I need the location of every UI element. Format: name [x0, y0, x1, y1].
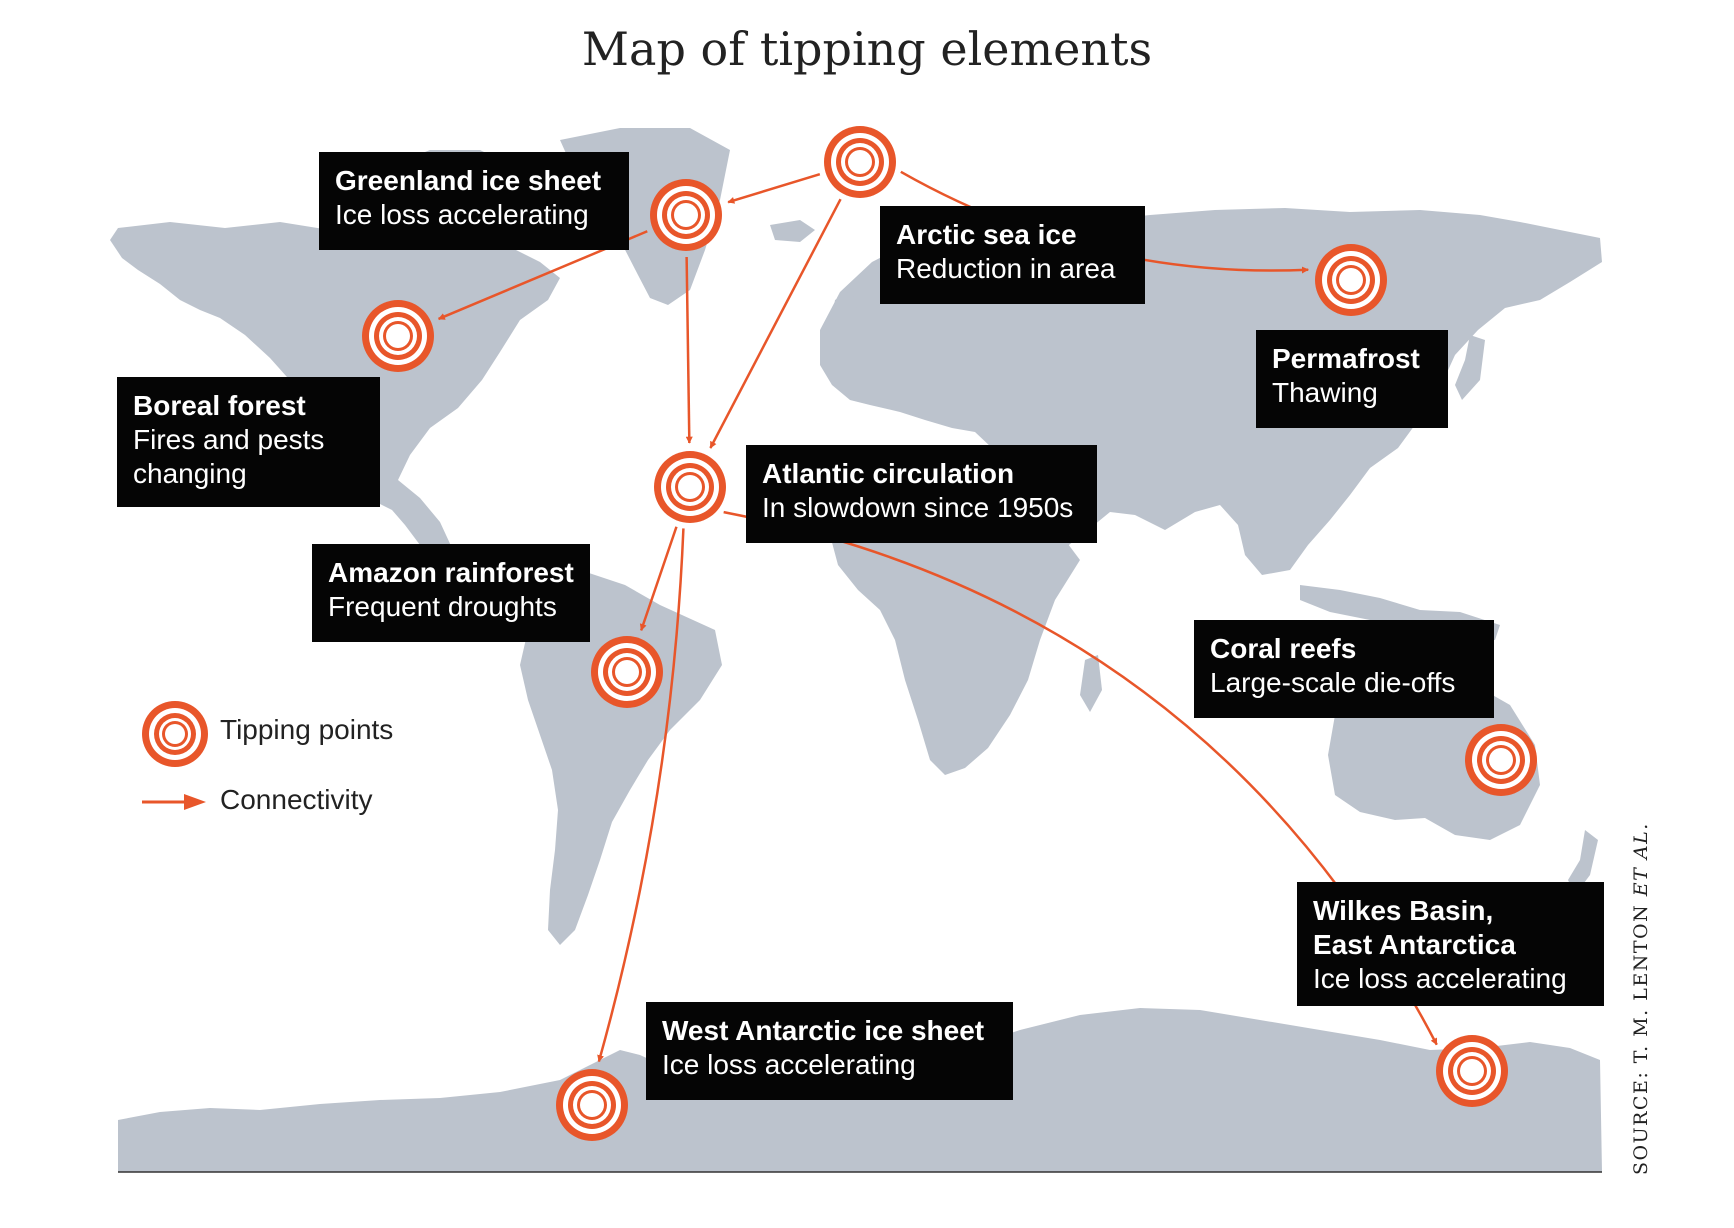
marker-arctic-sea-ice	[824, 126, 896, 198]
land-south-america	[520, 570, 722, 945]
label-subtitle: Frequent droughts	[328, 591, 557, 622]
label-greenland-ice-sheet: Greenland ice sheet Ice loss acceleratin…	[319, 152, 629, 250]
label-permafrost: Permafrost Thawing	[1256, 330, 1448, 428]
label-title-line-2: East Antarctica	[1313, 929, 1516, 960]
legend-arrow-icon	[142, 794, 206, 810]
label-subtitle: Large-scale die-offs	[1210, 667, 1456, 698]
label-subtitle: Reduction in area	[896, 253, 1116, 284]
label-subtitle-line-2: changing	[133, 458, 247, 489]
label-subtitle: In slowdown since 1950s	[762, 492, 1074, 523]
label-title: Arctic sea ice	[896, 219, 1077, 250]
marker-permafrost	[1315, 244, 1387, 316]
label-arctic-sea-ice: Arctic sea ice Reduction in area	[880, 206, 1145, 304]
land-australia	[1328, 682, 1540, 840]
land-iceland	[770, 220, 815, 242]
land-uk	[832, 290, 858, 330]
label-wilkes-basin: Wilkes Basin, East Antarctica Ice loss a…	[1297, 882, 1604, 1006]
marker-coral-reefs	[1465, 724, 1537, 796]
marker-wilkes-basin-east-antarctica	[1436, 1035, 1508, 1107]
marker-boreal-forest	[362, 300, 434, 372]
label-title: West Antarctic ice sheet	[662, 1015, 985, 1046]
label-subtitle: Ice loss accelerating	[335, 199, 589, 230]
label-title: Atlantic circulation	[762, 458, 1015, 489]
marker-greenland-ice-sheet	[650, 179, 722, 251]
marker-west-antarctic-ice-sheet	[556, 1069, 628, 1141]
legend-marker-icon	[142, 701, 208, 767]
land-madagascar	[1080, 655, 1102, 712]
label-title: Amazon rainforest	[328, 557, 574, 588]
legend-label-connectivity: Connectivity	[220, 784, 373, 815]
label-boreal-forest: Boreal forest Fires and pests changing	[117, 377, 380, 507]
source-prefix: SOURCE: T. M. LENTON	[1630, 896, 1652, 1175]
label-title: Permafrost	[1272, 343, 1420, 374]
label-subtitle-line-1: Fires and pests	[133, 424, 325, 455]
marker-amazon-rainforest	[591, 636, 663, 708]
tipping-point-markers	[362, 126, 1537, 1141]
label-title: Boreal forest	[133, 390, 306, 421]
label-amazon-rainforest: Amazon rainforest Frequent droughts	[312, 544, 590, 642]
label-title-line-1: Wilkes Basin,	[1313, 895, 1494, 926]
arrow-arctic-sea-ice-to-atlantic-circulation	[709, 198, 842, 449]
label-coral-reefs: Coral reefs Large-scale die-offs	[1194, 620, 1494, 718]
label-subtitle: Thawing	[1272, 377, 1378, 408]
legend-label-tipping-points: Tipping points	[220, 714, 394, 745]
label-subtitle: Ice loss accelerating	[662, 1049, 916, 1080]
label-title: Greenland ice sheet	[335, 165, 602, 196]
label-subtitle: Ice loss accelerating	[1313, 963, 1567, 994]
marker-atlantic-circulation	[654, 451, 726, 523]
page-title: Map of tipping elements	[581, 22, 1153, 76]
arrow-atlantic-circulation-to-west-antarctic-ice-sheet	[597, 528, 685, 1063]
source-credit: SOURCE: T. M. LENTON ET AL.	[1630, 822, 1652, 1175]
land-japan	[1455, 335, 1485, 400]
label-title: Coral reefs	[1210, 633, 1357, 664]
label-atlantic-circulation: Atlantic circulation In slowdown since 1…	[746, 445, 1097, 543]
arrow-atlantic-circulation-to-amazon-rainforest	[639, 526, 678, 632]
arrow-arctic-sea-ice-to-greenland-ice-sheet	[727, 173, 821, 204]
land-new-zealand	[1568, 830, 1598, 895]
label-west-antarctic-ice-sheet: West Antarctic ice sheet Ice loss accele…	[646, 1002, 1013, 1100]
arrow-greenland-ice-sheet-to-atlantic-circulation	[685, 256, 693, 444]
source-suffix: ET AL.	[1630, 822, 1652, 897]
